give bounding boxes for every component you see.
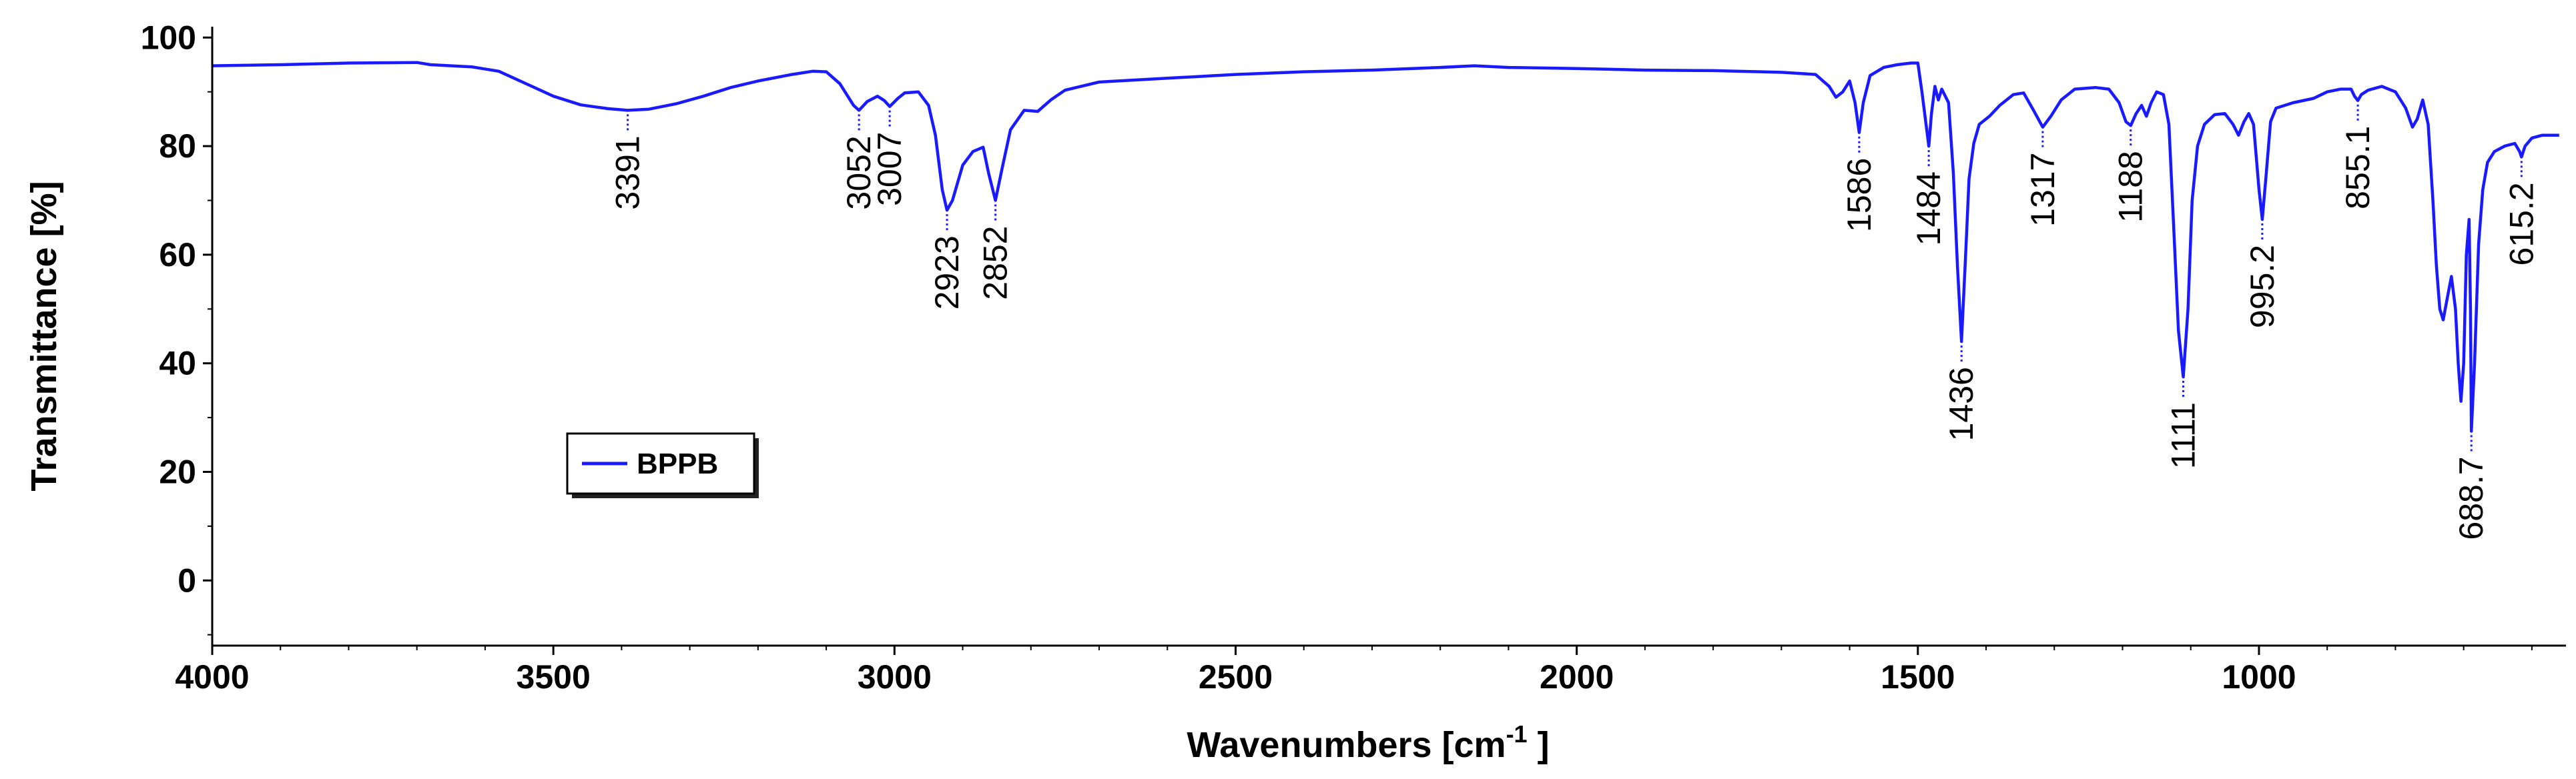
x-tick-label-3: 2500 bbox=[1199, 658, 1273, 696]
y-tick-label-1: 20 bbox=[159, 454, 196, 491]
y-axis-title: Transmittance [%] bbox=[24, 181, 64, 491]
y-tick-label-4: 80 bbox=[159, 127, 196, 165]
peak-label-9: 1188 bbox=[2112, 151, 2150, 223]
y-tick-label-3: 60 bbox=[159, 236, 196, 273]
peak-label-5: 1586 bbox=[1841, 158, 1878, 232]
x-axis-title-sup: -1 bbox=[1506, 720, 1528, 748]
y-tick-label-2: 40 bbox=[159, 345, 196, 382]
series-line-0 bbox=[212, 61, 2559, 433]
x-axis-title: Wavenumbers [cm-1 ] bbox=[1187, 720, 1549, 765]
peak-label-2: 3007 bbox=[871, 132, 908, 206]
peak-label-13: 688.7 bbox=[2453, 456, 2490, 540]
peak-label-3: 2923 bbox=[928, 235, 966, 309]
y-tick-label-5: 100 bbox=[141, 19, 196, 56]
x-tick-label-4: 2000 bbox=[1540, 658, 1614, 696]
x-tick-label-5: 1500 bbox=[1881, 658, 1955, 696]
plot-area bbox=[212, 27, 2566, 646]
x-tick-label-1: 3500 bbox=[517, 658, 591, 696]
legend-label-0: BPPB bbox=[637, 448, 718, 480]
peak-label-12: 855.1 bbox=[2339, 126, 2376, 209]
peak-label-14: 615.2 bbox=[2503, 182, 2540, 265]
x-axis-title-suffix: ] bbox=[1528, 725, 1550, 765]
peak-label-0: 3391 bbox=[609, 135, 647, 209]
x-tick-label-6: 1000 bbox=[2222, 658, 2296, 696]
peak-label-4: 2852 bbox=[977, 225, 1014, 299]
peak-label-6: 1484 bbox=[1910, 171, 1947, 245]
x-tick-label-0: 4000 bbox=[175, 658, 249, 696]
peak-label-8: 1317 bbox=[2024, 153, 2061, 227]
peak-label-7: 1436 bbox=[1943, 367, 1980, 441]
x-axis-title-main: Wavenumbers [cm bbox=[1187, 725, 1506, 765]
x-tick-label-2: 3000 bbox=[858, 658, 932, 696]
y-tick-label-0: 0 bbox=[178, 562, 196, 599]
peak-label-1: 3052 bbox=[840, 135, 878, 209]
peak-label-11: 995.2 bbox=[2244, 245, 2281, 328]
peak-label-10: 1111 bbox=[2164, 402, 2202, 469]
